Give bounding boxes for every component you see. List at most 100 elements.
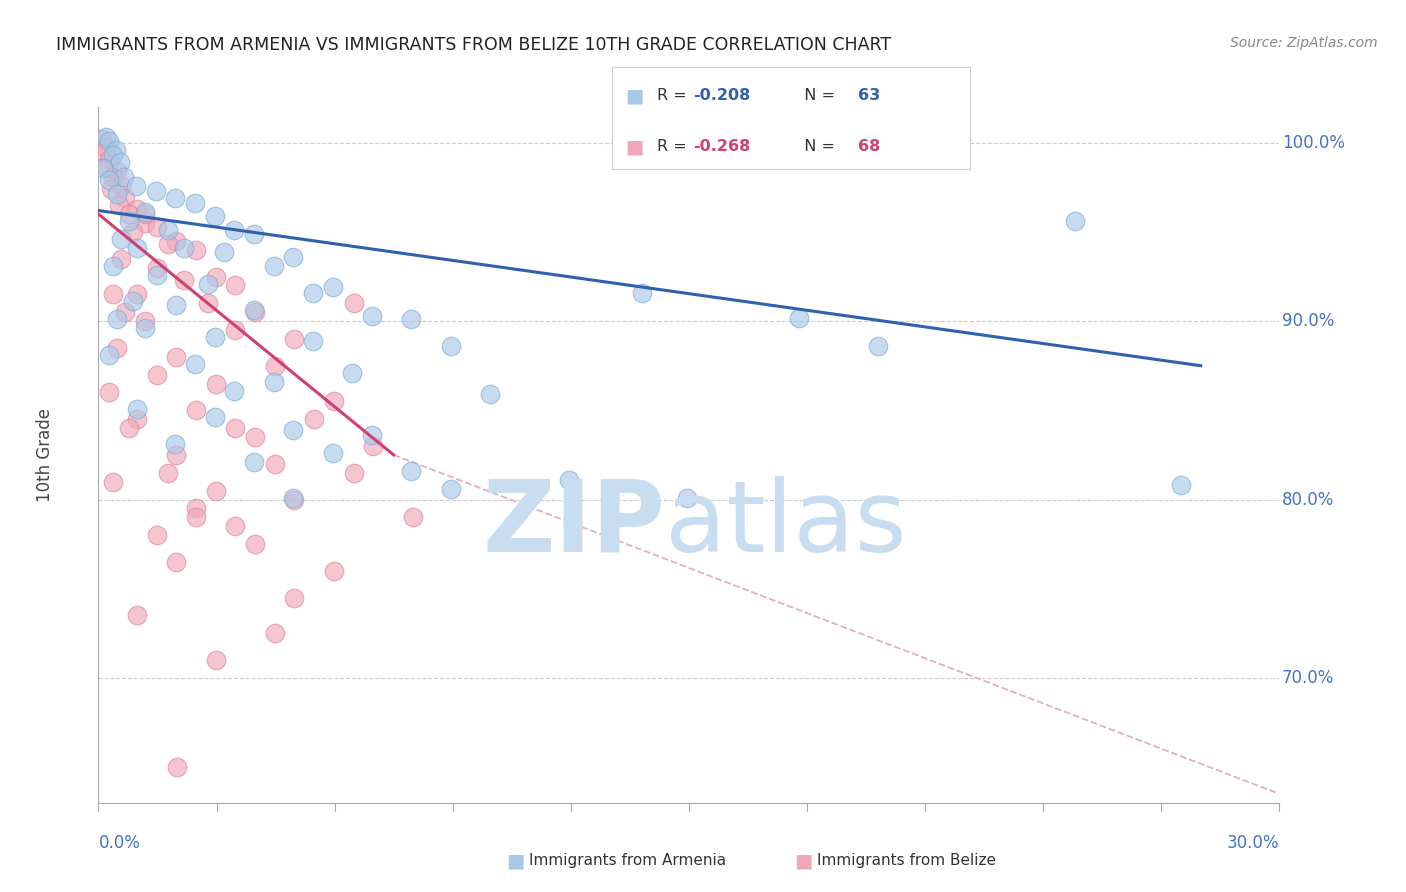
Point <box>361 428 384 442</box>
Point <box>302 412 325 426</box>
Point <box>94 141 117 155</box>
Point <box>125 401 148 416</box>
Point <box>145 268 167 282</box>
Point <box>96 161 118 175</box>
Point <box>243 537 266 551</box>
Point <box>103 259 125 273</box>
Point <box>114 191 136 205</box>
Point <box>263 626 285 640</box>
Point <box>122 294 145 309</box>
Point <box>145 260 167 275</box>
Point <box>243 227 266 241</box>
Point <box>283 492 305 507</box>
Point <box>100 182 122 196</box>
Point <box>322 394 344 409</box>
Point <box>243 303 266 318</box>
Point <box>105 312 128 326</box>
Point <box>165 350 187 364</box>
Point <box>173 273 195 287</box>
Point <box>224 323 246 337</box>
Point <box>361 439 384 453</box>
Point <box>224 519 246 533</box>
Point <box>90 132 112 146</box>
Text: R =: R = <box>657 139 692 154</box>
Text: Immigrants from Belize: Immigrants from Belize <box>817 854 995 868</box>
Text: atlas: atlas <box>665 476 907 573</box>
Text: Source: ZipAtlas.com: Source: ZipAtlas.com <box>1230 36 1378 50</box>
Point <box>157 466 180 480</box>
Point <box>118 421 141 435</box>
Point <box>184 243 207 257</box>
Point <box>157 237 180 252</box>
Point <box>173 241 195 255</box>
Point <box>322 280 344 294</box>
Point <box>676 491 699 505</box>
Point <box>125 202 148 216</box>
Point <box>145 184 167 198</box>
Point <box>342 466 364 480</box>
Point <box>98 348 121 362</box>
Point <box>204 483 226 498</box>
Point <box>401 464 423 478</box>
Point <box>204 653 226 667</box>
Point <box>125 608 148 623</box>
Point <box>134 216 156 230</box>
Point <box>263 375 285 389</box>
Point <box>91 161 114 175</box>
Text: ZIP: ZIP <box>482 476 665 573</box>
Point <box>197 296 219 310</box>
Point <box>283 332 305 346</box>
Point <box>440 482 463 496</box>
Point <box>114 305 136 319</box>
Point <box>224 278 246 293</box>
Point <box>787 310 810 325</box>
Point <box>243 305 266 319</box>
Text: 90.0%: 90.0% <box>1282 312 1334 330</box>
Point <box>224 384 246 398</box>
Point <box>263 359 285 373</box>
Point <box>479 387 502 401</box>
Point <box>204 330 226 344</box>
Point <box>93 146 115 161</box>
Point <box>94 130 117 145</box>
Point <box>110 232 132 246</box>
Point <box>98 173 121 187</box>
Text: 0.0%: 0.0% <box>98 834 141 852</box>
Point <box>184 357 207 371</box>
Point <box>165 555 187 569</box>
Point <box>322 446 344 460</box>
Point <box>283 491 305 505</box>
Point <box>212 244 235 259</box>
Point <box>145 368 167 382</box>
Point <box>401 510 423 524</box>
Point <box>283 423 305 437</box>
Point <box>263 457 285 471</box>
Point <box>165 437 187 451</box>
Point <box>103 287 125 301</box>
Point <box>108 155 131 169</box>
Point <box>145 528 167 542</box>
Point <box>866 339 889 353</box>
Text: 68: 68 <box>858 139 880 154</box>
Text: ■: ■ <box>794 851 813 871</box>
Text: IMMIGRANTS FROM ARMENIA VS IMMIGRANTS FROM BELIZE 10TH GRADE CORRELATION CHART: IMMIGRANTS FROM ARMENIA VS IMMIGRANTS FR… <box>56 36 891 54</box>
Point <box>105 143 128 157</box>
Point <box>118 214 141 228</box>
Point <box>134 207 156 221</box>
Point <box>105 341 128 355</box>
Point <box>263 259 285 273</box>
Point <box>184 196 207 211</box>
Text: Immigrants from Armenia: Immigrants from Armenia <box>529 854 725 868</box>
Point <box>401 312 423 326</box>
Point <box>322 564 344 578</box>
Point <box>110 178 132 193</box>
Point <box>243 455 266 469</box>
Point <box>108 198 131 212</box>
Point <box>184 510 207 524</box>
Point <box>165 191 187 205</box>
Text: 100.0%: 100.0% <box>1282 134 1344 152</box>
Point <box>1170 478 1192 492</box>
Point <box>204 376 226 391</box>
Point <box>103 475 125 489</box>
Point <box>342 296 364 310</box>
